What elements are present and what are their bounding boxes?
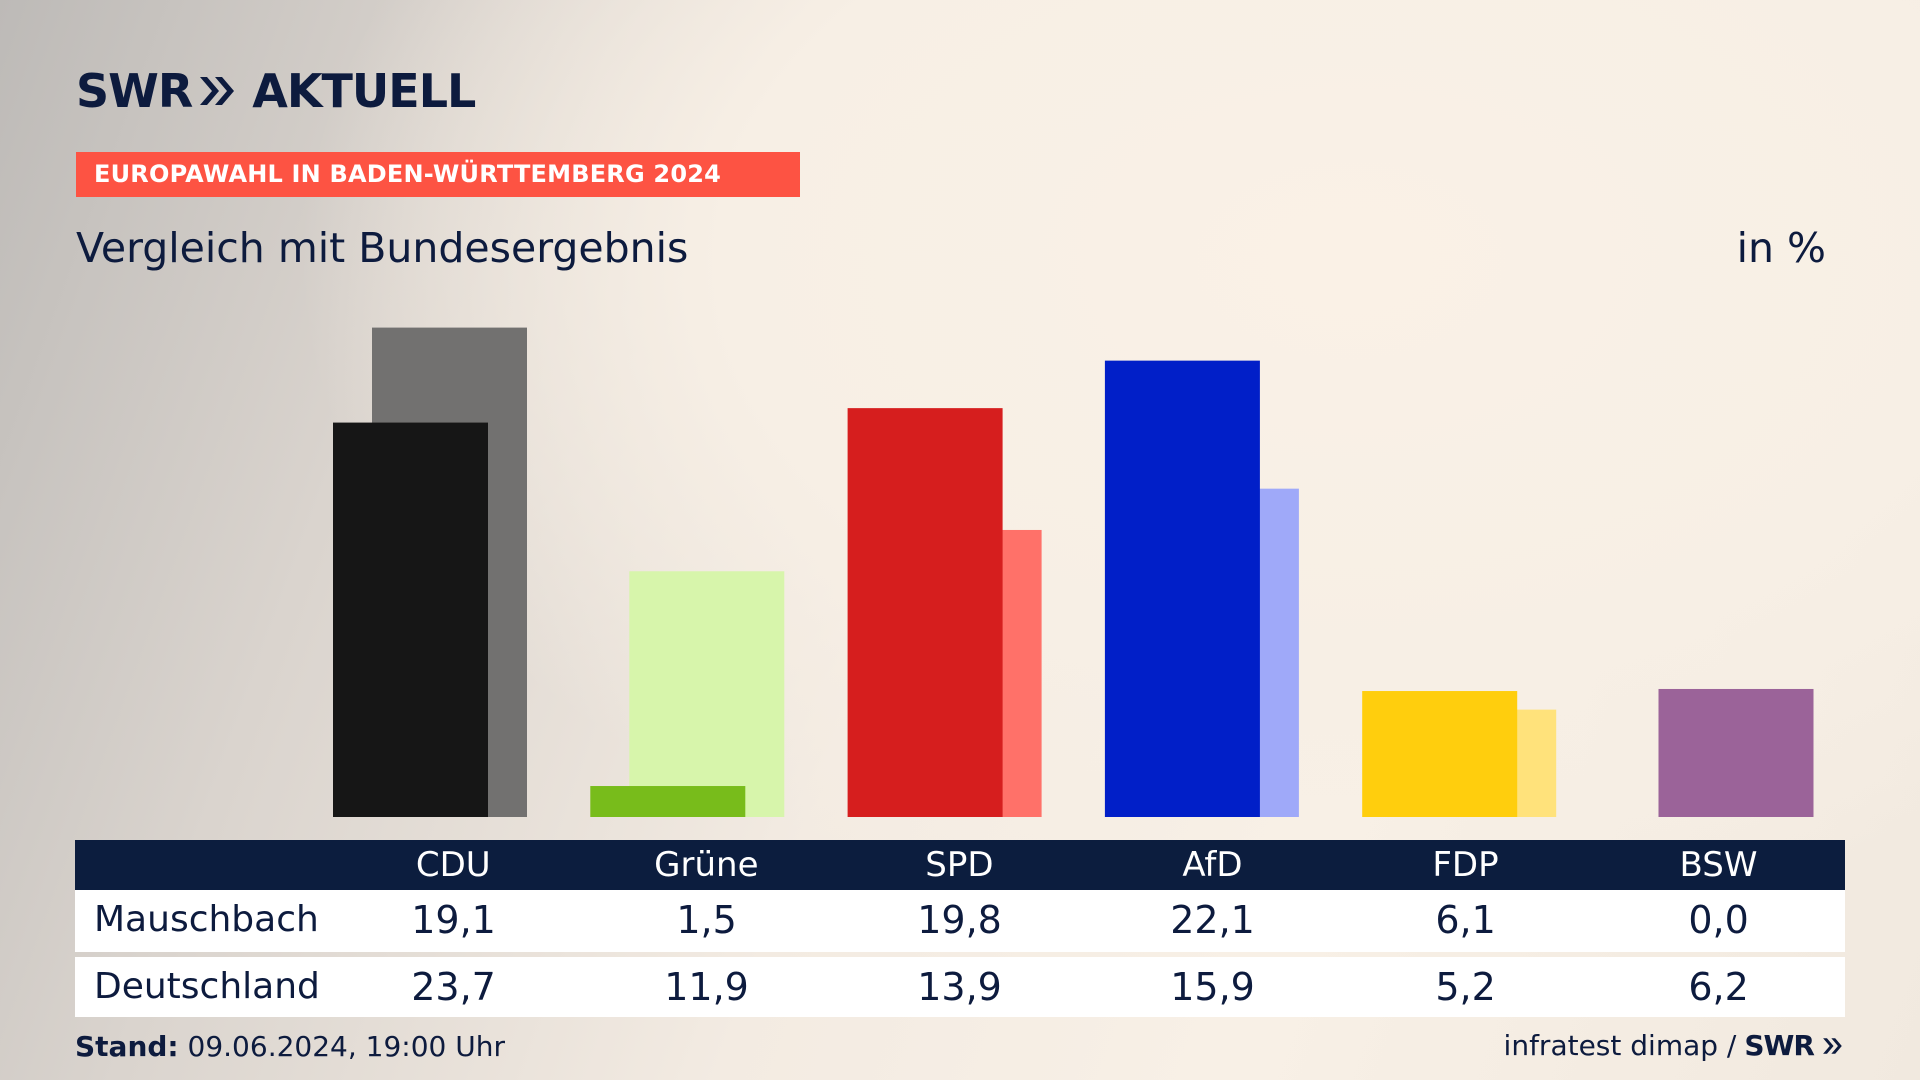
table-cell: 13,9 (917, 965, 1002, 1009)
double-chevron-icon (1823, 1038, 1842, 1054)
bar-mauschbach-afd (1104, 360, 1260, 817)
chart-subtitle: Vergleich mit Bundesergebnis (76, 224, 689, 272)
party-header: AfD (1182, 845, 1243, 885)
swr-aktuell-logo: SWR AKTUELL (76, 64, 476, 118)
table-row: Mauschbach 19,1 1,5 19,8 22,1 6,1 0,0 (75, 890, 1845, 952)
table-cell: 22,1 (1170, 898, 1255, 942)
bar-chart (333, 327, 1814, 817)
bar-mauschbach-cdu (333, 422, 488, 817)
table-cell: 5,2 (1435, 965, 1496, 1009)
table-cell: 19,8 (917, 898, 1002, 942)
table-cell: 19,1 (411, 898, 496, 942)
bar-mauschbach-spd (847, 408, 1003, 817)
table-header-spacer (75, 840, 327, 890)
party-header: BSW (1679, 845, 1758, 885)
stand-value: 09.06.2024, 19:00 Uhr (187, 1030, 505, 1063)
election-tag: EUROPAWAHL IN BADEN-WÜRTTEMBERG 2024 (76, 152, 800, 197)
logo-product: AKTUELL (252, 64, 476, 118)
table-cell: 0,0 (1688, 898, 1749, 942)
row-label: Deutschland (94, 966, 320, 1007)
bar-mauschbach-gr-ne (590, 786, 746, 817)
party-header: Grüne (654, 845, 759, 885)
table-row: Deutschland 23,7 11,9 13,9 15,9 5,2 6,2 (75, 957, 1845, 1017)
party-header: SPD (925, 845, 994, 885)
bar-mauschbach-fdp (1362, 691, 1518, 817)
stand-label: Stand: (75, 1030, 179, 1063)
timestamp: Stand: 09.06.2024, 19:00 Uhr (75, 1030, 505, 1064)
table-body: Mauschbach 19,1 1,5 19,8 22,1 6,1 0,0 Deutschla… (75, 890, 1845, 1017)
results-table: CDU Grüne SPD AfD FDP BSW Mauschbach 19,1 1,5 19… (75, 840, 1845, 1017)
table-header: CDU Grüne SPD AfD FDP BSW (75, 840, 1845, 890)
bar-deutschland-bsw (1658, 688, 1814, 817)
double-chevron-icon (200, 77, 235, 105)
table-cell: 23,7 (411, 965, 496, 1009)
party-header: CDU (415, 845, 491, 885)
logo-brand: SWR (76, 64, 193, 118)
table-cell: 6,2 (1688, 965, 1749, 1009)
source-credit: infratest dimap / SWR (1504, 1028, 1844, 1064)
swr-small-logo: SWR (1744, 1029, 1815, 1062)
row-label: Mauschbach (94, 899, 319, 940)
bar-deutschland-gr-ne (629, 571, 785, 817)
table-cell: 1,5 (676, 898, 737, 942)
table-cell: 11,9 (664, 965, 749, 1009)
unit-label: in % (1736, 224, 1826, 272)
source-text: infratest dimap / (1503, 1029, 1737, 1062)
table-cell: 15,9 (1170, 965, 1255, 1009)
table-cell: 6,1 (1435, 898, 1496, 942)
party-header: FDP (1432, 845, 1499, 885)
